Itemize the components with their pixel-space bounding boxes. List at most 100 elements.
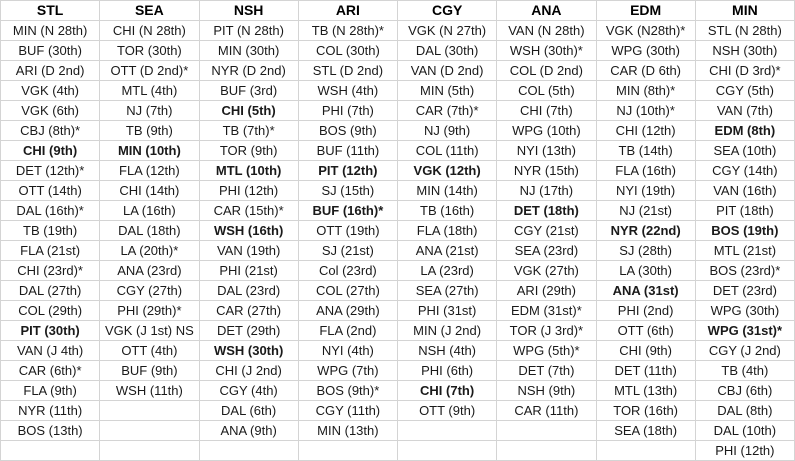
table-cell[interactable]: MIN (14th)	[396, 180, 498, 201]
table-cell[interactable]: VGK (J 1st) NS	[99, 320, 200, 341]
table-cell[interactable]: OTT (14th)	[0, 180, 101, 201]
table-cell[interactable]: NJ (10th)*	[595, 100, 696, 121]
table-cell[interactable]: TB (16th)	[396, 200, 498, 221]
table-cell[interactable]	[595, 440, 696, 461]
table-cell[interactable]: PHI (6th)	[396, 360, 498, 381]
table-cell[interactable]: PHI (31st)	[396, 300, 498, 321]
table-cell[interactable]: CAR (D 6th)	[595, 60, 696, 81]
table-cell[interactable]: NYI (19th)	[595, 180, 696, 201]
table-cell[interactable]: NYI (4th)	[297, 340, 399, 361]
table-cell[interactable]: MTL (10th)	[198, 160, 299, 181]
table-cell[interactable]: COL (29th)	[0, 300, 101, 321]
table-cell[interactable]: CAR (7th)*	[396, 100, 498, 121]
table-cell[interactable]	[496, 420, 597, 441]
table-cell[interactable]	[198, 440, 299, 461]
table-cell[interactable]: COL (D 2nd)	[496, 60, 597, 81]
table-cell[interactable]: ARI (29th)	[496, 280, 597, 301]
table-cell[interactable]: DET (11th)	[595, 360, 696, 381]
column-header-ana[interactable]: ANA	[496, 0, 597, 21]
column-header-min[interactable]: MIN	[694, 0, 795, 21]
table-cell[interactable]: ANA (23rd)	[99, 260, 200, 281]
table-cell[interactable]: DAL (8th)	[694, 400, 795, 421]
table-cell[interactable]: FLA (16th)	[595, 160, 696, 181]
table-cell[interactable]: MIN (30th)	[198, 40, 299, 61]
table-cell[interactable]: TOR (9th)	[198, 140, 299, 161]
table-cell[interactable]: DAL (6th)	[198, 400, 299, 421]
table-cell[interactable]: ANA (29th)	[297, 300, 399, 321]
table-cell[interactable]: TB (N 28th)*	[297, 20, 399, 41]
table-cell[interactable]: LA (16th)	[99, 200, 200, 221]
table-cell[interactable]: CHI (14th)	[99, 180, 200, 201]
table-cell[interactable]: WSH (30th)*	[496, 40, 597, 61]
table-cell[interactable]: MIN (N 28th)	[0, 20, 101, 41]
table-cell[interactable]: TB (14th)	[595, 140, 696, 161]
table-cell[interactable]: BUF (30th)	[0, 40, 101, 61]
table-cell[interactable]: WPG (10th)	[496, 120, 597, 141]
table-cell[interactable]: NYR (11th)	[0, 400, 101, 421]
table-cell[interactable]: FLA (12th)	[99, 160, 200, 181]
table-cell[interactable]: CGY (5th)	[694, 80, 795, 101]
table-cell[interactable]: MTL (21st)	[694, 240, 795, 261]
table-cell[interactable]: PHI (29th)*	[99, 300, 200, 321]
table-cell[interactable]: DET (12th)*	[0, 160, 101, 181]
column-header-sea[interactable]: SEA	[99, 0, 200, 21]
table-cell[interactable]: DAL (23rd)	[198, 280, 299, 301]
table-cell[interactable]: CGY (4th)	[198, 380, 299, 401]
table-cell[interactable]: CGY (21st)	[496, 220, 597, 241]
table-cell[interactable]: WPG (5th)*	[496, 340, 597, 361]
table-cell[interactable]: CHI (N 28th)	[99, 20, 200, 41]
column-header-nsh[interactable]: NSH	[198, 0, 299, 21]
table-cell[interactable]: WSH (4th)	[297, 80, 399, 101]
table-cell[interactable]: NJ (7th)	[99, 100, 200, 121]
table-cell[interactable]: WPG (30th)	[694, 300, 795, 321]
table-cell[interactable]: SJ (21st)	[297, 240, 399, 261]
table-cell[interactable]: FLA (21st)	[0, 240, 101, 261]
table-cell[interactable]: MIN (13th)	[297, 420, 399, 441]
table-cell[interactable]: BOS (9th)*	[297, 380, 399, 401]
table-cell[interactable]: PIT (18th)	[694, 200, 795, 221]
table-cell[interactable]: BUF (3rd)	[198, 80, 299, 101]
table-cell[interactable]: VAN (7th)	[694, 100, 795, 121]
table-cell[interactable]: SEA (27th)	[396, 280, 498, 301]
table-cell[interactable]: EDM (8th)	[694, 120, 795, 141]
table-cell[interactable]: VGK (6th)	[0, 100, 101, 121]
table-cell[interactable]: OTT (D 2nd)*	[99, 60, 200, 81]
table-cell[interactable]: BUF (11th)	[297, 140, 399, 161]
table-cell[interactable]: DAL (27th)	[0, 280, 101, 301]
table-cell[interactable]: NYI (13th)	[496, 140, 597, 161]
table-cell[interactable]	[99, 420, 200, 441]
table-cell[interactable]: VGK (N 27th)	[396, 20, 498, 41]
table-cell[interactable]: WSH (30th)	[198, 340, 299, 361]
table-cell[interactable]: MTL (4th)	[99, 80, 200, 101]
table-cell[interactable]: OTT (19th)	[297, 220, 399, 241]
table-cell[interactable]: PIT (12th)	[297, 160, 399, 181]
table-cell[interactable]: CHI (5th)	[198, 100, 299, 121]
table-cell[interactable]	[496, 440, 597, 461]
table-cell[interactable]: WPG (30th)	[595, 40, 696, 61]
table-cell[interactable]: VGK (12th)	[396, 160, 498, 181]
table-cell[interactable]: CHI (J 2nd)	[198, 360, 299, 381]
table-cell[interactable]: TB (4th)	[694, 360, 795, 381]
table-cell[interactable]	[99, 400, 200, 421]
table-cell[interactable]: CHI (D 3rd)*	[694, 60, 795, 81]
table-cell[interactable]: MIN (J 2nd)	[396, 320, 498, 341]
table-cell[interactable]: VAN (J 4th)	[0, 340, 101, 361]
table-cell[interactable]: PHI (21st)	[198, 260, 299, 281]
table-cell[interactable]: FLA (9th)	[0, 380, 101, 401]
table-cell[interactable]: WPG (31st)*	[694, 320, 795, 341]
table-cell[interactable]: SEA (10th)	[694, 140, 795, 161]
table-cell[interactable]: CAR (11th)	[496, 400, 597, 421]
table-cell[interactable]: OTT (6th)	[595, 320, 696, 341]
table-cell[interactable]: DAL (10th)	[694, 420, 795, 441]
table-cell[interactable]: VGK (4th)	[0, 80, 101, 101]
table-cell[interactable]: ANA (9th)	[198, 420, 299, 441]
table-cell[interactable]: NYR (15th)	[496, 160, 597, 181]
table-cell[interactable]: DET (18th)	[496, 200, 597, 221]
table-cell[interactable]: SJ (28th)	[595, 240, 696, 261]
table-cell[interactable]: NYR (D 2nd)	[198, 60, 299, 81]
table-cell[interactable]: COL (11th)	[396, 140, 498, 161]
table-cell[interactable]: BOS (9th)	[297, 120, 399, 141]
table-cell[interactable]: OTT (4th)	[99, 340, 200, 361]
table-cell[interactable]: DET (7th)	[496, 360, 597, 381]
table-cell[interactable]: NSH (30th)	[694, 40, 795, 61]
